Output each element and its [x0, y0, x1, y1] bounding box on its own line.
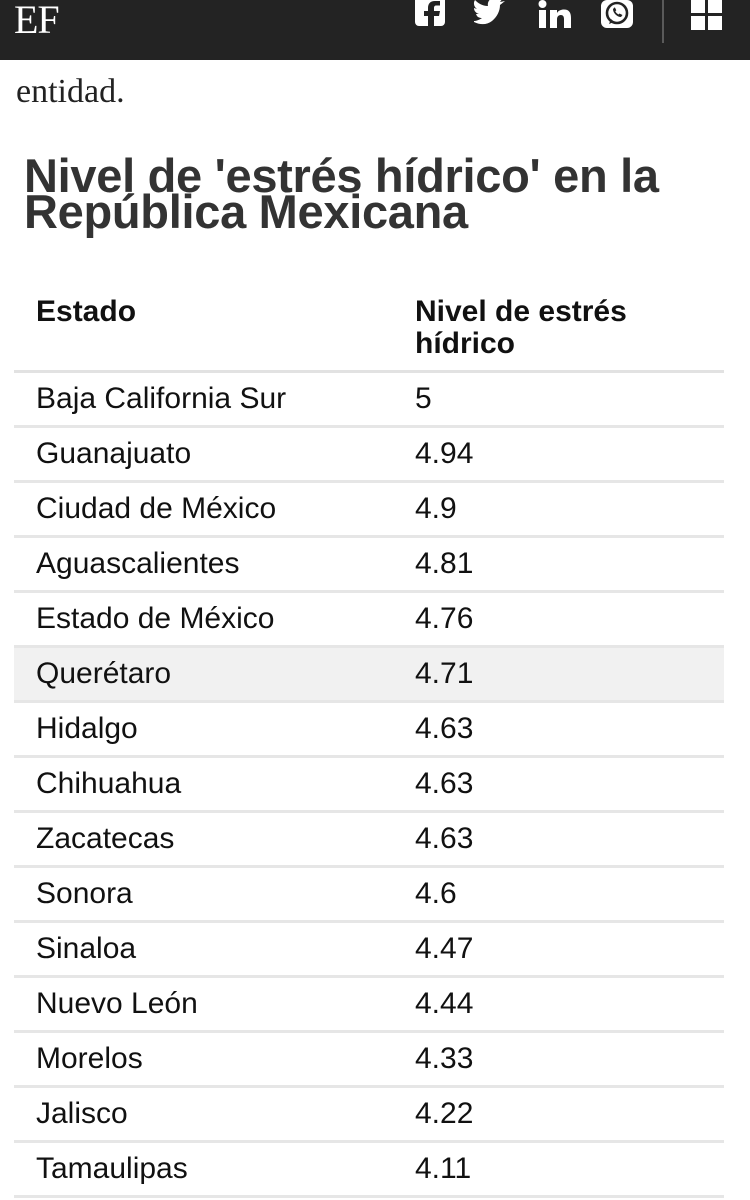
cell-estado: Baja California Sur — [14, 371, 393, 428]
table-row: Guanajuato 4.94 — [14, 426, 724, 483]
table-row: Chihuahua 4.63 — [14, 756, 724, 813]
cell-estado: Querétaro — [14, 646, 393, 703]
table-header-row: Estado Nivel de estrés hídrico — [14, 290, 724, 373]
table-row: Sonora 4.6 — [14, 866, 724, 923]
cell-estado: Chihuahua — [14, 756, 393, 813]
cell-nivel: 4.94 — [393, 426, 724, 483]
column-header-nivel: Nivel de estrés hídrico — [393, 290, 724, 373]
cell-estado: Hidalgo — [14, 701, 393, 758]
table-row: Ciudad de México 4.9 — [14, 481, 724, 538]
table-title: Nivel de 'estrés hídrico' en la Repúblic… — [24, 149, 659, 238]
linkedin-icon[interactable] — [537, 0, 575, 30]
cell-estado: Guanajuato — [14, 426, 393, 483]
table-row: Estado de México 4.76 — [14, 591, 724, 648]
table-row: Aguascalientes 4.81 — [14, 536, 724, 593]
table-row: Tamaulipas 4.11 — [14, 1141, 724, 1198]
twitter-icon[interactable] — [472, 0, 512, 30]
table-row: Baja California Sur 5 — [14, 371, 724, 428]
cell-estado: Tamaulipas — [14, 1141, 393, 1198]
cell-estado: Aguascalientes — [14, 536, 393, 593]
site-logo[interactable]: EF — [14, 0, 60, 42]
cell-estado: Sonora — [14, 866, 393, 923]
table-row: Jalisco 4.22 — [14, 1086, 724, 1143]
table-row-highlighted: Querétaro 4.71 — [14, 646, 724, 703]
cell-estado: Zacatecas — [14, 811, 393, 868]
cell-nivel: 4.81 — [393, 536, 724, 593]
table-row: Sinaloa 4.47 — [14, 921, 724, 978]
table-row: Hidalgo 4.63 — [14, 701, 724, 758]
cell-nivel: 4.44 — [393, 976, 724, 1033]
column-header-estado: Estado — [14, 290, 393, 373]
cell-nivel: 4.76 — [393, 591, 724, 648]
whatsapp-icon[interactable] — [600, 0, 634, 30]
cell-nivel: 4.11 — [393, 1141, 724, 1198]
table-row: Zacatecas 4.63 — [14, 811, 724, 868]
top-bar: EF — [0, 0, 750, 60]
menu-grid-icon[interactable] — [690, 0, 724, 30]
facebook-icon[interactable] — [413, 0, 447, 30]
cell-nivel: 4.63 — [393, 811, 724, 868]
cell-nivel: 4.63 — [393, 701, 724, 758]
table-row: Nuevo León 4.44 — [14, 976, 724, 1033]
cell-estado: Jalisco — [14, 1086, 393, 1143]
water-stress-table: Estado Nivel de estrés hídrico Baja Cali… — [14, 290, 724, 1198]
article-text-fragment: entidad. — [16, 73, 125, 110]
cell-estado: Morelos — [14, 1031, 393, 1088]
cell-nivel: 4.71 — [393, 646, 724, 703]
cell-nivel: 4.63 — [393, 756, 724, 813]
cell-nivel: 4.6 — [393, 866, 724, 923]
cell-estado: Estado de México — [14, 591, 393, 648]
cell-nivel: 4.33 — [393, 1031, 724, 1088]
cell-estado: Ciudad de México — [14, 481, 393, 538]
cell-nivel: 4.47 — [393, 921, 724, 978]
cell-nivel: 4.9 — [393, 481, 724, 538]
cell-estado: Nuevo León — [14, 976, 393, 1033]
table-row: Morelos 4.33 — [14, 1031, 724, 1088]
cell-estado: Sinaloa — [14, 921, 393, 978]
cell-nivel: 4.22 — [393, 1086, 724, 1143]
header-divider — [662, 0, 664, 43]
cell-nivel: 5 — [393, 371, 724, 428]
